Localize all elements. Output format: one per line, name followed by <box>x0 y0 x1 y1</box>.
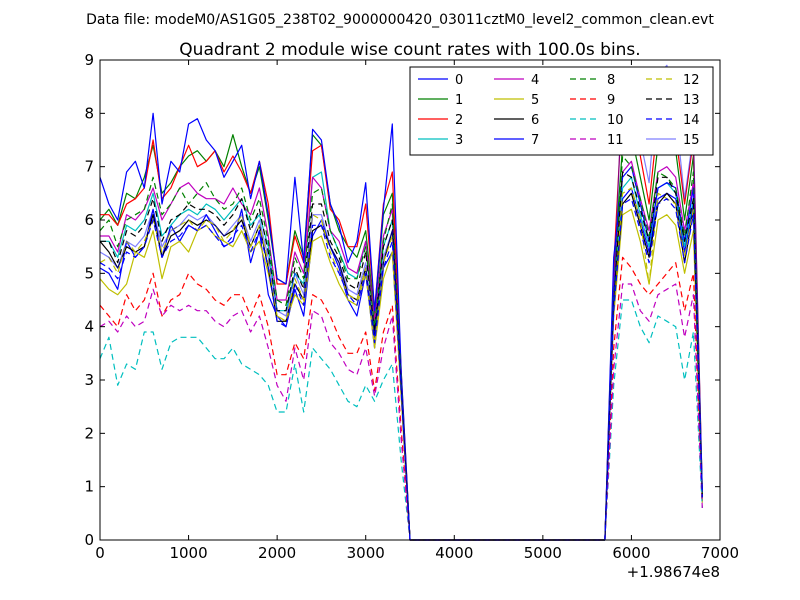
x-tick-label: 4000 <box>435 544 473 562</box>
x-tick-label: 3000 <box>347 544 385 562</box>
legend-label-2: 2 <box>455 113 463 128</box>
x-tick-label: 1000 <box>169 544 207 562</box>
y-tick-label: 8 <box>84 104 94 122</box>
y-tick-label: 7 <box>84 158 94 176</box>
legend-label-8: 8 <box>607 73 615 88</box>
legend-label-5: 5 <box>531 93 539 108</box>
series-line-9 <box>99 256 703 541</box>
x-tick-label: 6000 <box>612 544 650 562</box>
x-tick-label: 5000 <box>524 544 562 562</box>
y-tick-label: 0 <box>84 531 94 549</box>
legend-label-11: 11 <box>607 133 624 148</box>
legend-label-1: 1 <box>455 93 463 108</box>
legend-label-7: 7 <box>531 133 539 148</box>
legend-label-10: 10 <box>607 113 624 128</box>
y-tick-label: 5 <box>84 264 94 282</box>
legend-label-12: 12 <box>683 73 700 88</box>
chart-title: Quadrant 2 module wise count rates with … <box>179 40 640 60</box>
y-tick-label: 9 <box>84 51 94 69</box>
x-tick-label: 0 <box>95 544 105 562</box>
x-offset-label: +1.98674e8 <box>627 563 720 581</box>
plot-frame <box>99 59 721 541</box>
legend-label-0: 0 <box>455 73 463 88</box>
y-tick-label: 2 <box>84 424 94 442</box>
legend-label-14: 14 <box>683 113 700 128</box>
y-tick-label: 4 <box>84 318 94 336</box>
legend-label-4: 4 <box>531 73 539 88</box>
y-tick-label: 1 <box>84 478 94 496</box>
legend-box <box>409 66 714 156</box>
x-tick-label: 7000 <box>701 544 739 562</box>
y-tick-label: 3 <box>84 371 94 389</box>
figure-suptitle: Data file: modeM0/AS1G05_238T02_90000004… <box>86 12 714 28</box>
series-line-8 <box>99 155 703 541</box>
legend-label-3: 3 <box>455 133 463 148</box>
legend-label-6: 6 <box>531 113 539 128</box>
legend-label-9: 9 <box>607 93 615 108</box>
y-tick-label: 6 <box>84 211 94 229</box>
legend-label-13: 13 <box>683 93 700 108</box>
plot-area: 0 1000 2000 3000 4000 5000 6000 70000123456789 … <box>84 51 739 562</box>
x-tick-label: 2000 <box>258 544 296 562</box>
legend-label-15: 15 <box>683 133 700 148</box>
